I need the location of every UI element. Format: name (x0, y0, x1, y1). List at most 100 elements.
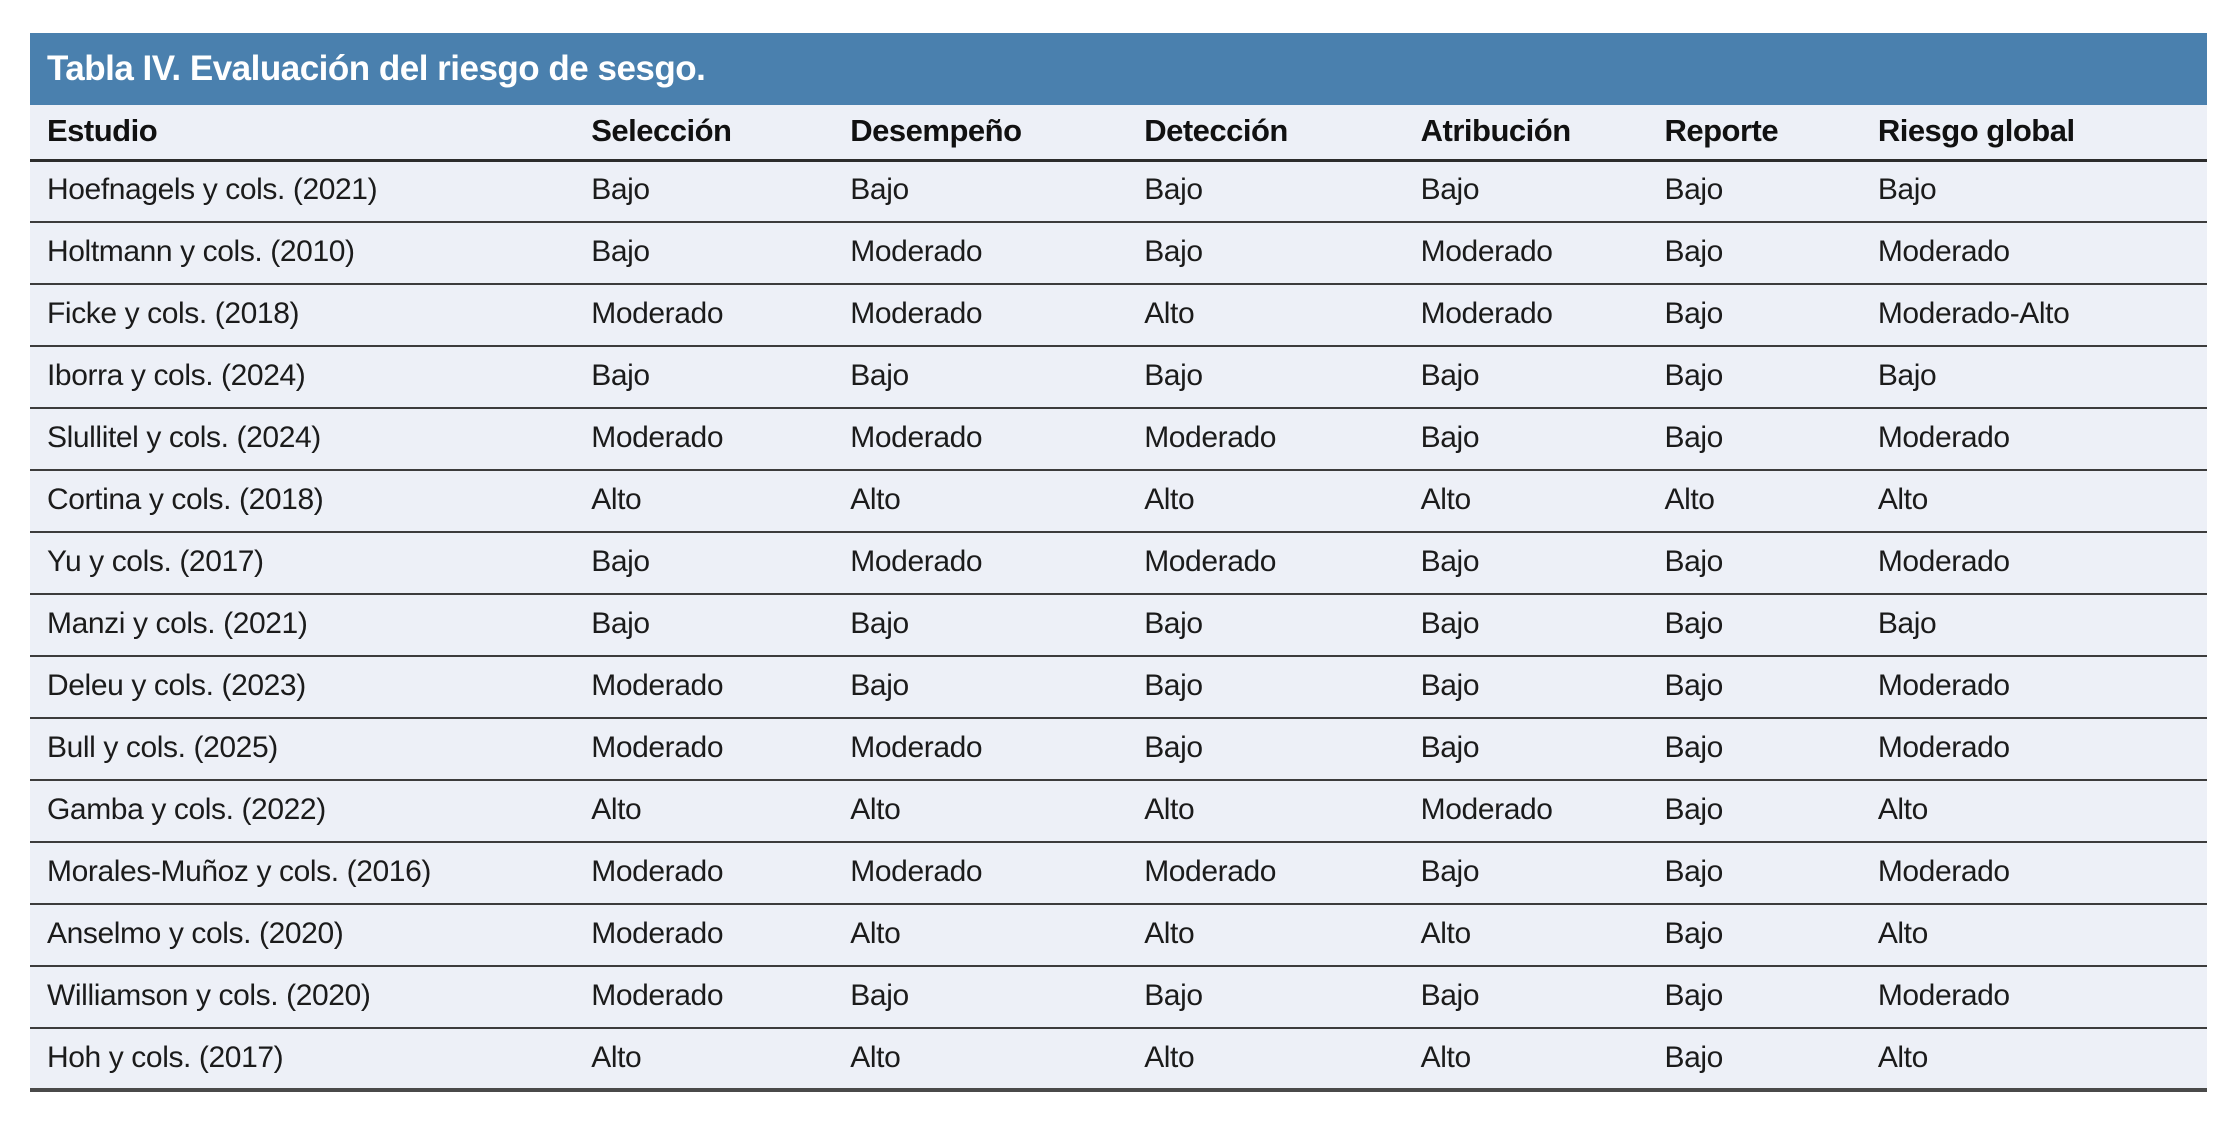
cell-deteccion: Bajo (1127, 346, 1404, 409)
cell-riesgo-global: Bajo (1860, 594, 2207, 657)
cell-atribucion: Moderado (1403, 780, 1648, 843)
cell-seleccion: Bajo (574, 160, 834, 223)
cell-seleccion: Moderado (574, 284, 834, 347)
cell-deteccion: Bajo (1127, 966, 1404, 1029)
table-row: Yu y cols. (2017) Bajo Moderado Moderado Baj… (30, 532, 2207, 595)
cell-reporte: Bajo (1647, 842, 1861, 905)
cell-desempeno: Moderado (833, 222, 1128, 285)
cell-deteccion: Bajo (1127, 160, 1404, 223)
cell-riesgo-global: Moderado (1860, 532, 2207, 595)
study-name-cell: Williamson y cols. (2020) (30, 966, 575, 1029)
table-row: Iborra y cols. (2024) Bajo Bajo Bajo Bajo Baj… (30, 346, 2207, 409)
cell-reporte: Bajo (1647, 780, 1861, 843)
table-row: Gamba y cols. (2022) Alto Alto Alto Moderado… (30, 780, 2207, 843)
risk-table: Estudio Selección Desempeño Detección Atribu… (30, 105, 2207, 1092)
cell-atribucion: Alto (1403, 904, 1648, 967)
cell-riesgo-global: Alto (1860, 470, 2207, 533)
cell-atribucion: Bajo (1403, 594, 1648, 657)
study-name-cell: Ficke y cols. (2018) (30, 284, 575, 347)
cell-desempeno: Alto (833, 1028, 1128, 1092)
cell-reporte: Bajo (1647, 532, 1861, 595)
cell-riesgo-global: Moderado (1860, 222, 2207, 285)
cell-atribucion: Bajo (1403, 346, 1648, 409)
cell-riesgo-global: Moderado (1860, 656, 2207, 719)
column-header-deteccion: Detección (1127, 105, 1404, 162)
cell-desempeno: Bajo (833, 594, 1128, 657)
table-row: Cortina y cols. (2018) Alto Alto Alto Alto Al… (30, 470, 2207, 533)
cell-riesgo-global: Bajo (1860, 346, 2207, 409)
cell-seleccion: Bajo (574, 594, 834, 657)
table-row: Slullitel y cols. (2024) Moderado Moderado… (30, 408, 2207, 471)
cell-reporte: Bajo (1647, 346, 1861, 409)
cell-riesgo-global: Alto (1860, 904, 2207, 967)
cell-deteccion: Alto (1127, 904, 1404, 967)
cell-reporte: Bajo (1647, 222, 1861, 285)
cell-riesgo-global: Bajo (1860, 160, 2207, 223)
cell-seleccion: Moderado (574, 656, 834, 719)
cell-desempeno: Moderado (833, 718, 1128, 781)
cell-atribucion: Moderado (1403, 284, 1648, 347)
study-name-cell: Deleu y cols. (2023) (30, 656, 575, 719)
table-row: Manzi y cols. (2021) Bajo Bajo Bajo Bajo Bajo… (30, 594, 2207, 657)
table-row: Ficke y cols. (2018) Moderado Moderado Alto… (30, 284, 2207, 347)
table-title-bar: Tabla IV. Evaluación del riesgo de sesgo… (30, 33, 2207, 105)
study-name-cell: Manzi y cols. (2021) (30, 594, 575, 657)
cell-desempeno: Moderado (833, 408, 1128, 471)
study-name-cell: Hoefnagels y cols. (2021) (30, 160, 575, 223)
cell-deteccion: Bajo (1127, 718, 1404, 781)
table-title: Tabla IV. Evaluación del riesgo de sesgo… (47, 49, 706, 88)
cell-atribucion: Bajo (1403, 842, 1648, 905)
cell-seleccion: Moderado (574, 408, 834, 471)
column-header-estudio: Estudio (30, 105, 575, 162)
cell-seleccion: Bajo (574, 222, 834, 285)
cell-desempeno: Bajo (833, 656, 1128, 719)
cell-deteccion: Alto (1127, 1028, 1404, 1092)
cell-desempeno: Alto (833, 780, 1128, 843)
cell-deteccion: Alto (1127, 470, 1404, 533)
study-name-cell: Cortina y cols. (2018) (30, 470, 575, 533)
table-row: Williamson y cols. (2020) Moderado Bajo Baj… (30, 966, 2207, 1029)
cell-riesgo-global: Moderado (1860, 842, 2207, 905)
cell-seleccion: Moderado (574, 904, 834, 967)
cell-atribucion: Bajo (1403, 160, 1648, 223)
cell-deteccion: Bajo (1127, 594, 1404, 657)
cell-seleccion: Moderado (574, 842, 834, 905)
study-name-cell: Slullitel y cols. (2024) (30, 408, 575, 471)
cell-seleccion: Alto (574, 780, 834, 843)
column-header-reporte: Reporte (1647, 105, 1861, 162)
table-row: Holtmann y cols. (2010) Bajo Moderado Bajo M… (30, 222, 2207, 285)
cell-deteccion: Alto (1127, 780, 1404, 843)
table-row: Hoefnagels y cols. (2021) Bajo Bajo Bajo Baj… (30, 160, 2207, 223)
study-name-cell: Holtmann y cols. (2010) (30, 222, 575, 285)
cell-reporte: Alto (1647, 470, 1861, 533)
table-row: Morales-Muñoz y cols. (2016) Moderado Mode… (30, 842, 2207, 905)
cell-desempeno: Alto (833, 470, 1128, 533)
cell-riesgo-global: Moderado (1860, 408, 2207, 471)
column-header-desempeno: Desempeño (833, 105, 1128, 162)
cell-atribucion: Bajo (1403, 966, 1648, 1029)
cell-atribucion: Bajo (1403, 532, 1648, 595)
cell-deteccion: Moderado (1127, 408, 1404, 471)
cell-reporte: Bajo (1647, 966, 1861, 1029)
cell-seleccion: Bajo (574, 346, 834, 409)
cell-desempeno: Bajo (833, 966, 1128, 1029)
study-name-cell: Iborra y cols. (2024) (30, 346, 575, 409)
cell-reporte: Bajo (1647, 718, 1861, 781)
study-name-cell: Anselmo y cols. (2020) (30, 904, 575, 967)
cell-atribucion: Bajo (1403, 718, 1648, 781)
cell-seleccion: Alto (574, 1028, 834, 1092)
study-name-cell: Morales-Muñoz y cols. (2016) (30, 842, 575, 905)
study-name-cell: Hoh y cols. (2017) (30, 1028, 575, 1092)
cell-seleccion: Alto (574, 470, 834, 533)
cell-desempeno: Moderado (833, 842, 1128, 905)
column-header-riesgo-global: Riesgo global (1860, 105, 2207, 162)
cell-riesgo-global: Moderado-Alto (1860, 284, 2207, 347)
cell-deteccion: Bajo (1127, 656, 1404, 719)
cell-atribucion: Moderado (1403, 222, 1648, 285)
column-header-seleccion: Selección (574, 105, 834, 162)
cell-reporte: Bajo (1647, 1028, 1861, 1092)
cell-riesgo-global: Moderado (1860, 966, 2207, 1029)
cell-reporte: Bajo (1647, 656, 1861, 719)
table-row: Deleu y cols. (2023) Moderado Bajo Bajo Bajo… (30, 656, 2207, 719)
cell-reporte: Bajo (1647, 160, 1861, 223)
